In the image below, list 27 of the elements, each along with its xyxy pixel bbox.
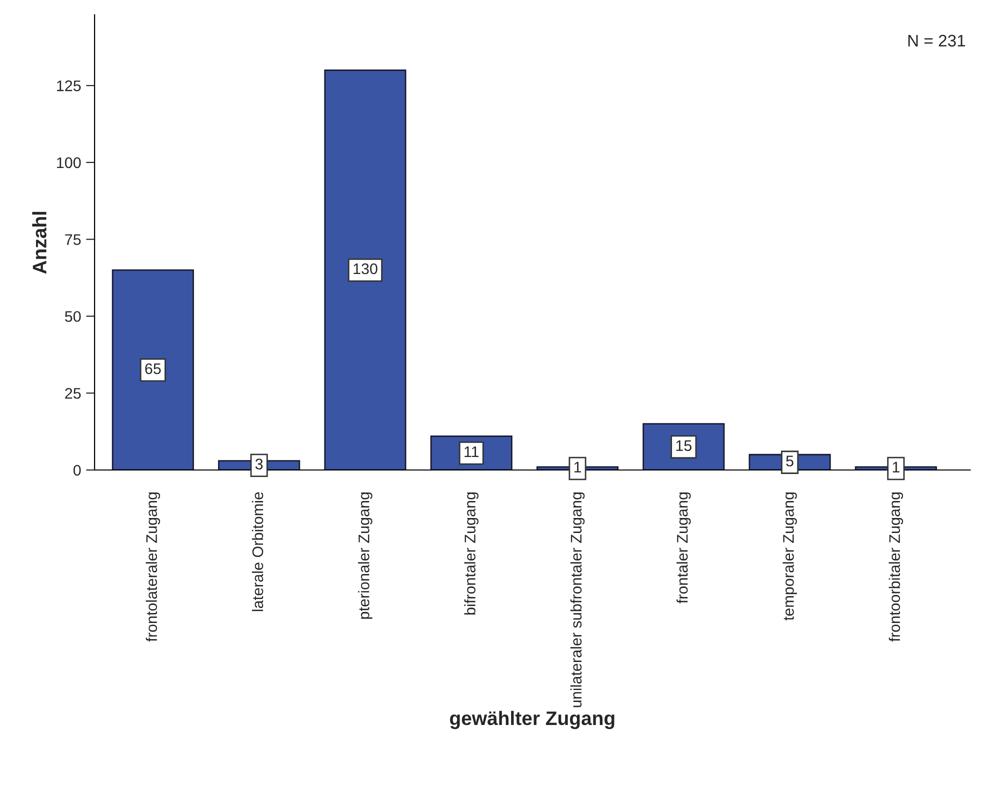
bar <box>112 269 194 470</box>
x-tick-label: frontoorbitaler Zugang <box>888 492 904 642</box>
x-tick-label: frontaler Zugang <box>676 492 691 604</box>
y-tick-label: 0 <box>73 464 81 476</box>
x-tick-label: unilateraler subfrontaler Zugang <box>570 492 585 708</box>
data-label: 15 <box>676 440 692 452</box>
x-tick-label: frontolateraler Zugang <box>146 492 160 642</box>
y-tick-label: 125 <box>57 80 81 92</box>
annotation: N = 231 <box>908 34 966 47</box>
x-tick-label: temporaler Zugang <box>782 492 797 620</box>
bar <box>324 69 406 470</box>
x-tick-label: laterale Orbitomie <box>252 492 264 612</box>
data-label: 65 <box>145 363 161 374</box>
data-label: 5 <box>786 456 794 466</box>
data-label: 3 <box>255 458 263 470</box>
data-label: 1 <box>574 462 582 472</box>
x-axis-title: gewählter Zugang <box>450 710 614 730</box>
data-label: 130 <box>354 263 378 274</box>
x-tick-label: pterionaler Zugang <box>358 492 372 619</box>
y-tick-label: 25 <box>65 388 81 399</box>
y-tick-label: 100 <box>57 157 81 168</box>
data-label: 1 <box>892 462 900 472</box>
data-label: 11 <box>464 446 479 458</box>
y-tick-label: 75 <box>65 234 81 246</box>
y-axis-title: Anzahl <box>32 212 46 274</box>
y-tick-label: 50 <box>64 311 81 322</box>
x-tick-label: bifrontaler Zugang <box>464 492 478 615</box>
